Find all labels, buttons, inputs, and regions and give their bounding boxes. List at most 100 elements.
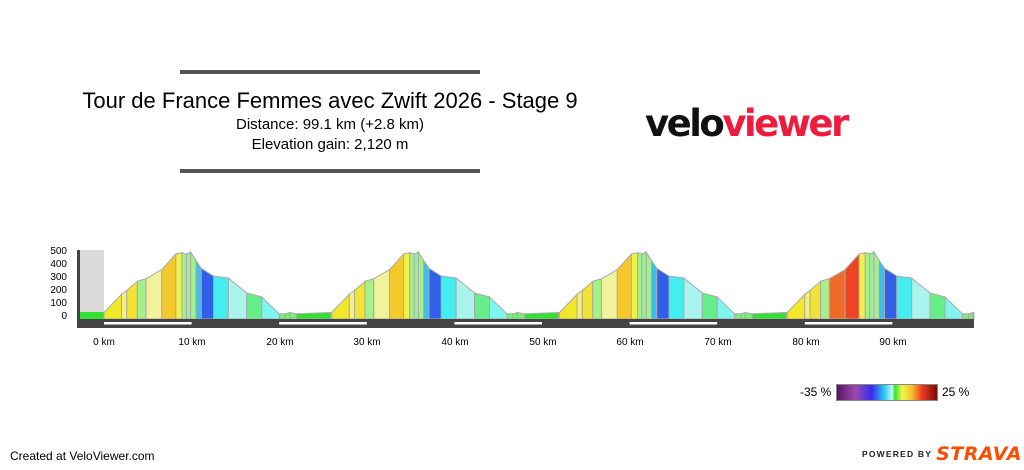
profile-segments xyxy=(103,250,975,320)
profile-segment xyxy=(820,278,830,320)
gradient-legend-bar xyxy=(836,384,938,401)
profile-segment xyxy=(559,293,578,320)
profile-segment xyxy=(261,295,280,320)
profile-segment xyxy=(630,252,638,320)
profile-segment xyxy=(864,252,871,320)
profile-segment xyxy=(804,289,811,320)
x-tick-40: 40 km xyxy=(441,337,469,348)
profile-segment xyxy=(364,278,375,320)
veloviewer-logo: veloviewer xyxy=(645,102,849,145)
profile-segment xyxy=(734,313,742,320)
profile-segment xyxy=(911,276,931,320)
profile-segment xyxy=(616,252,632,320)
profile-segment xyxy=(929,292,946,320)
y-tick-400: 400 xyxy=(50,259,67,270)
profile-segment xyxy=(284,311,291,320)
elevation-gain-text: Elevation gain: 2,120 m xyxy=(251,136,409,153)
profile-segment xyxy=(331,293,350,320)
x-tick-0: 0 km xyxy=(93,337,115,348)
profile-segment xyxy=(968,311,974,320)
profile-segment xyxy=(190,250,197,320)
legend-min-label: -35 % xyxy=(800,385,832,399)
profile-segment xyxy=(645,250,652,320)
page-title: Tour de France Femmes avec Zwift 2026 - … xyxy=(82,88,578,113)
distance-text: Distance: 99.1 km (+2.8 km) xyxy=(236,116,424,133)
profile-segment xyxy=(413,251,419,320)
y-tick-500: 500 xyxy=(50,246,67,257)
profile-segment xyxy=(683,276,703,320)
profile-segment xyxy=(751,311,787,320)
created-at-credit: Created at VeloViewer.com xyxy=(10,449,155,463)
profile-segment xyxy=(181,252,187,320)
y-tick-200: 200 xyxy=(50,285,67,296)
profile-segment xyxy=(576,289,583,320)
profile-segment xyxy=(213,275,229,320)
profile-segment xyxy=(409,252,415,320)
profile-segment xyxy=(858,252,866,320)
km-scale-bar xyxy=(804,322,893,325)
profile-segment xyxy=(512,311,518,320)
x-tick-30: 30 km xyxy=(353,337,381,348)
profile-segment xyxy=(869,251,875,320)
x-tick-80: 80 km xyxy=(792,337,820,348)
profile-segment xyxy=(873,250,880,320)
x-tick-20: 20 km xyxy=(266,337,294,348)
profile-segment xyxy=(440,275,457,320)
profile-segment xyxy=(701,292,718,320)
profile-segment xyxy=(455,276,476,320)
profile-segment xyxy=(592,278,603,320)
profile-segment xyxy=(656,267,670,320)
profile-segment xyxy=(428,267,442,320)
profile-segment xyxy=(126,280,138,320)
profile-segment xyxy=(809,280,822,320)
strava-logo: STRAVA xyxy=(936,443,1022,465)
profile-segment xyxy=(488,295,508,320)
profile-segment xyxy=(389,252,405,320)
profile-segment xyxy=(786,293,806,320)
profile-segment xyxy=(884,267,898,320)
profile-segment xyxy=(668,275,685,320)
profile-segment xyxy=(195,258,202,320)
profile-segment xyxy=(636,252,643,320)
km-scale-bar xyxy=(629,322,718,325)
profile-segment xyxy=(641,251,647,320)
profile-segment xyxy=(844,252,860,320)
profile-segment xyxy=(474,292,490,320)
profile-segment xyxy=(185,251,192,320)
profile-segment xyxy=(417,250,425,320)
profile-segment xyxy=(523,311,560,320)
profile-segment xyxy=(601,268,618,320)
x-tick-50: 50 km xyxy=(529,337,557,348)
profile-segment xyxy=(348,289,356,320)
y-tick-100: 100 xyxy=(50,298,67,309)
profile-segment xyxy=(175,252,183,320)
powered-by-strava: POWERED BY STRAVA xyxy=(862,443,1022,465)
profile-segment xyxy=(516,311,525,320)
legend-max-label: 25 % xyxy=(942,385,970,399)
profile-segment xyxy=(896,275,913,320)
profile-segment xyxy=(354,280,366,320)
profile-segment xyxy=(289,311,298,320)
profile-segment xyxy=(103,293,123,320)
x-tick-70: 70 km xyxy=(704,337,732,348)
profile-segment xyxy=(161,252,177,320)
y-axis xyxy=(77,250,80,328)
profile-segment xyxy=(828,268,846,320)
title-rule-bottom xyxy=(180,169,480,173)
profile-segment xyxy=(373,268,391,320)
profile-segment xyxy=(878,258,886,320)
profile-segment xyxy=(278,313,286,320)
profile-segment xyxy=(246,292,263,320)
profile-segment xyxy=(136,278,147,320)
profile-segment xyxy=(145,268,163,320)
profile-segment xyxy=(403,252,411,320)
km-scale-bar xyxy=(279,322,367,325)
profile-segment xyxy=(716,295,736,320)
profile-segment xyxy=(227,276,248,320)
km-scale-bar xyxy=(104,322,192,325)
profile-segment xyxy=(740,311,746,320)
y-tick-300: 300 xyxy=(50,272,67,283)
profile-segment xyxy=(423,258,430,320)
km-scale-bar xyxy=(454,322,542,325)
